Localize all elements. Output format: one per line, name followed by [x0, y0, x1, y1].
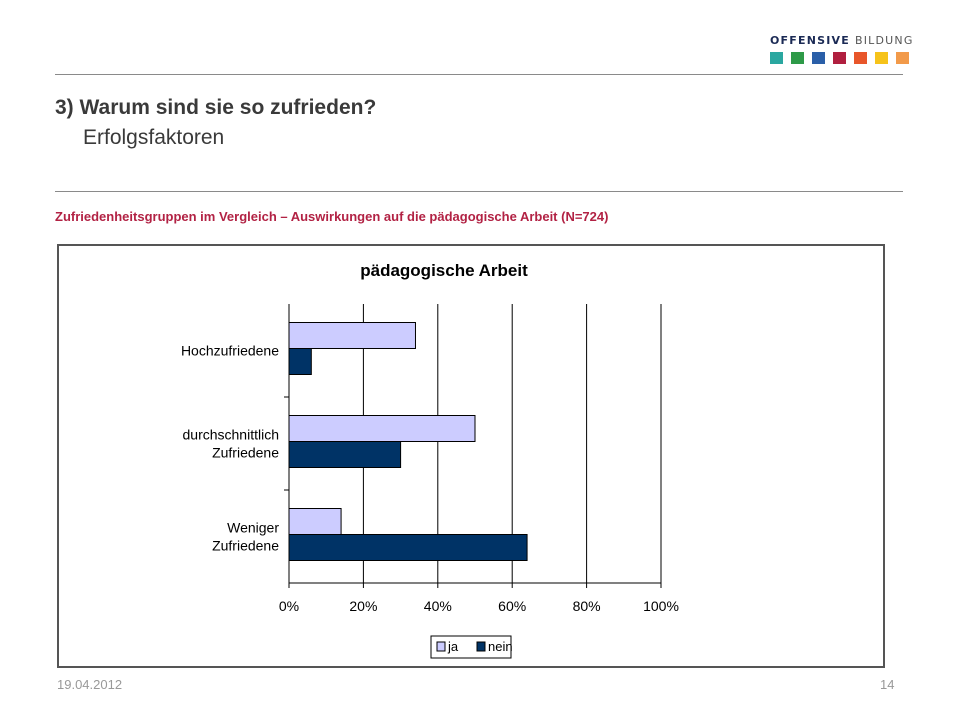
page-title: 3) Warum sind sie so zufrieden? — [55, 96, 377, 119]
category-label-2-1: durchschnittlich — [183, 427, 280, 443]
bar-ja-2 — [288, 415, 476, 442]
header-divider — [55, 74, 903, 75]
category-label-3-2: Zufriedene — [212, 538, 279, 554]
x-tick-label-4: 80% — [573, 598, 601, 614]
bar-nein-1 — [288, 348, 312, 375]
legend-label-ja: ja — [447, 639, 459, 654]
logo-square-1 — [770, 52, 783, 64]
page-number: 14 — [880, 677, 895, 692]
bar-ja-3 — [288, 508, 342, 535]
logo-word-light: BILDUNG — [854, 34, 914, 47]
logo-square-6 — [875, 52, 888, 64]
offensive-bildung-logo: OFFENSIVE BILDUNG — [770, 34, 912, 68]
footer-date: 19.04.2012 — [57, 677, 123, 692]
section-divider — [55, 191, 903, 192]
logo-square-3 — [812, 52, 825, 64]
bar-nein-2 — [288, 441, 402, 468]
page-subtitle: Erfolgsfaktoren — [83, 126, 225, 149]
logo-word-bold: OFFENSIVE — [770, 34, 850, 47]
legend-box — [430, 635, 512, 659]
logo-square-2 — [791, 52, 804, 64]
chart-caption: Zufriedenheitsgruppen im Vergleich – Aus… — [55, 209, 609, 224]
logo-square-5 — [854, 52, 867, 64]
bar-ja-1 — [288, 322, 416, 349]
bar-nein-3 — [288, 534, 528, 561]
x-tick-label-2: 40% — [424, 598, 452, 614]
category-label-2-2: Zufriedene — [212, 445, 279, 461]
x-tick-label-3: 60% — [498, 598, 526, 614]
x-tick-label-5: 100% — [643, 598, 679, 614]
chart-container: pädagogische Arbeit 0% 20% 40% 60% 80% 100% Hoc… — [57, 244, 885, 668]
category-label-3-1: Weniger — [227, 520, 279, 536]
logo-color-squares — [770, 52, 909, 64]
x-tick-label-1: 20% — [349, 598, 377, 614]
x-tick-label-0: 0% — [279, 598, 299, 614]
bar-chart: pädagogische Arbeit 0% 20% 40% 60% 80% 100% Hoc… — [181, 261, 679, 659]
logo-square-7 — [896, 52, 909, 64]
legend-swatch-nein — [476, 641, 486, 652]
legend-label-nein: nein — [488, 639, 513, 654]
category-label-1-1: Hochzufriedene — [181, 343, 279, 359]
legend-swatch-ja — [436, 641, 446, 652]
chart-title: pädagogische Arbeit — [360, 261, 528, 280]
logo-square-4 — [833, 52, 846, 64]
